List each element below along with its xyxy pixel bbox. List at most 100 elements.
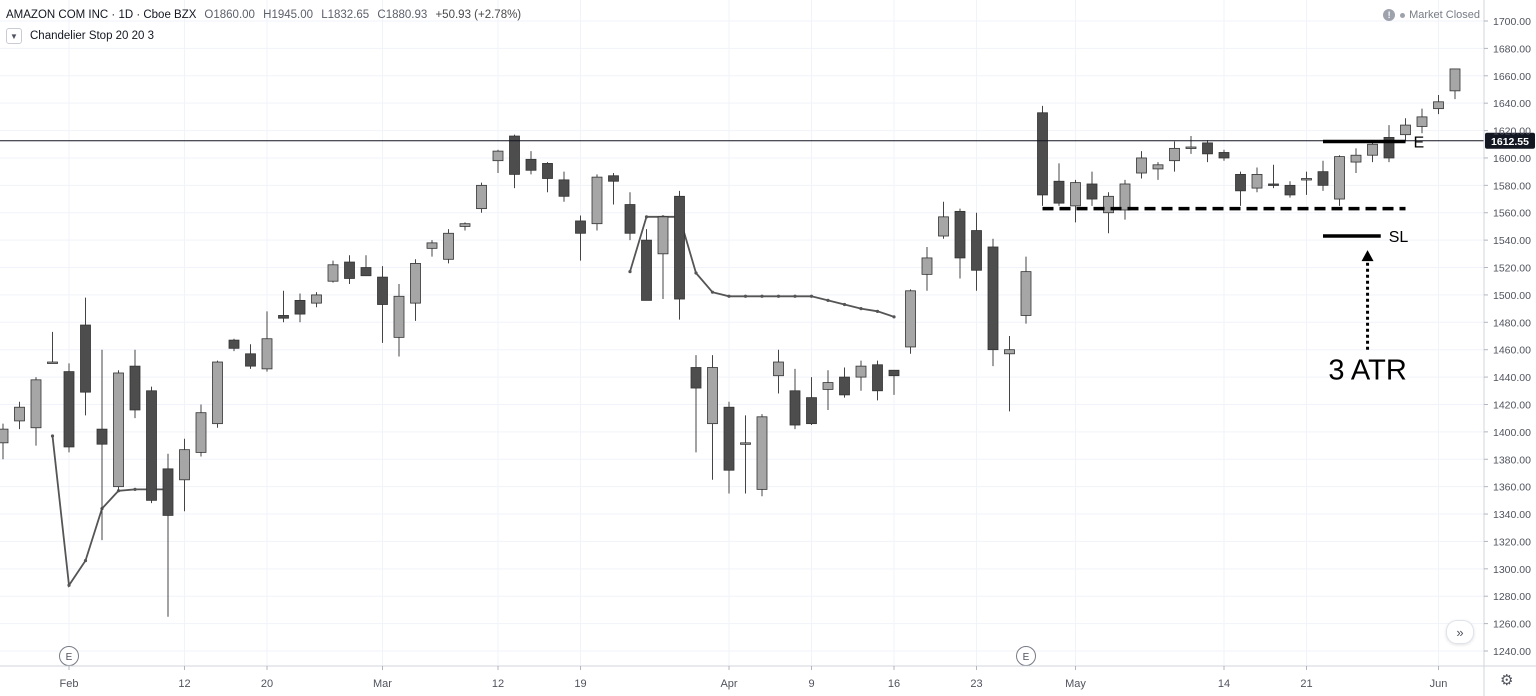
candle-body bbox=[1103, 195, 1114, 214]
stop-point bbox=[644, 215, 649, 219]
candle bbox=[624, 192, 636, 241]
y-tick-label: 1580.00 bbox=[1493, 180, 1531, 192]
candle-body bbox=[146, 390, 157, 501]
candle bbox=[476, 182, 487, 213]
stop-point bbox=[842, 302, 847, 307]
candle bbox=[608, 173, 619, 205]
candle-body bbox=[30, 379, 42, 429]
candle bbox=[146, 386, 157, 504]
y-tick-label: 1500.00 bbox=[1493, 290, 1531, 302]
candle-body bbox=[789, 390, 801, 426]
candle-body bbox=[129, 365, 141, 411]
candle bbox=[1350, 148, 1362, 174]
candle-body bbox=[558, 179, 570, 197]
x-tick-label: 12 bbox=[178, 678, 190, 690]
candle-body bbox=[426, 242, 438, 249]
candle bbox=[1317, 160, 1329, 191]
high-value: H1945.00 bbox=[263, 9, 314, 21]
candle bbox=[393, 283, 405, 357]
candle-body bbox=[278, 315, 289, 319]
candle-body bbox=[1004, 349, 1015, 355]
candle bbox=[1416, 108, 1428, 134]
candle-body bbox=[377, 276, 388, 305]
candle bbox=[1334, 155, 1345, 206]
candle-body bbox=[360, 267, 372, 277]
symbol-title[interactable]: AMAZON COM INC · 1D · Cboe BZX bbox=[6, 9, 197, 21]
candle bbox=[1383, 125, 1395, 163]
stop-point bbox=[760, 294, 764, 298]
stop-point bbox=[892, 315, 896, 319]
candle bbox=[294, 293, 306, 323]
close-value: C1880.93 bbox=[377, 9, 428, 21]
candle bbox=[971, 212, 982, 291]
earnings-marker[interactable]: E bbox=[1016, 646, 1036, 666]
ohlc-values: O1860.00 H1945.00 L1832.65 C1880.93 +50.… bbox=[204, 9, 526, 21]
gear-icon[interactable]: ⚙ bbox=[1500, 672, 1514, 689]
candle-body bbox=[327, 264, 339, 282]
candle-body bbox=[1317, 171, 1329, 186]
candle bbox=[410, 259, 421, 321]
candle bbox=[1251, 167, 1263, 193]
candle-body bbox=[954, 210, 966, 259]
candle bbox=[228, 338, 240, 352]
candle-body bbox=[63, 371, 75, 448]
candle bbox=[740, 415, 751, 494]
candle-body bbox=[1053, 180, 1065, 204]
candle bbox=[459, 222, 471, 231]
price-tag-box bbox=[1485, 132, 1535, 149]
candle-body bbox=[1284, 184, 1296, 196]
stop-point bbox=[133, 487, 137, 491]
candle-body bbox=[1383, 137, 1395, 159]
candle bbox=[921, 246, 933, 291]
candle bbox=[1037, 105, 1048, 206]
candle bbox=[756, 414, 768, 497]
candle bbox=[492, 149, 504, 174]
candle bbox=[690, 355, 702, 453]
y-tick-label: 1640.00 bbox=[1493, 98, 1531, 110]
candle bbox=[360, 255, 372, 277]
scroll-to-realtime-button[interactable]: » bbox=[1446, 620, 1474, 644]
y-tick-label: 1240.00 bbox=[1493, 646, 1531, 658]
y-tick-label: 1680.00 bbox=[1493, 43, 1531, 55]
y-tick-label: 1340.00 bbox=[1493, 509, 1531, 521]
time-axis[interactable]: Feb 12 20 Mar 12 19 Apr 9 16 23 May 14 21 Jun bbox=[0, 665, 1536, 690]
candle bbox=[806, 377, 817, 426]
candle bbox=[707, 355, 718, 480]
candle-body bbox=[756, 416, 768, 490]
candle-body bbox=[1235, 173, 1246, 192]
candle-body bbox=[938, 216, 949, 237]
stop-point bbox=[694, 271, 698, 275]
candle bbox=[1301, 171, 1312, 195]
candle-body bbox=[1416, 116, 1428, 127]
candle-body bbox=[839, 376, 850, 396]
candle-body bbox=[740, 442, 751, 445]
candle-body bbox=[47, 361, 58, 364]
x-tick-label: Apr bbox=[720, 678, 737, 690]
y-tick-label: 1400.00 bbox=[1493, 427, 1531, 439]
candle bbox=[657, 215, 669, 300]
candle bbox=[839, 367, 850, 398]
candle bbox=[162, 453, 174, 617]
price-axis[interactable]: 1240.00 1260.00 1280.00 1300.00 1320.00 1340.… bbox=[1483, 0, 1531, 696]
candle-body bbox=[1301, 178, 1312, 181]
stop-point bbox=[743, 294, 748, 298]
candle-body bbox=[591, 176, 603, 225]
info-icon[interactable]: ! bbox=[1383, 9, 1396, 21]
indicator-label[interactable]: Chandelier Stop 20 20 3 bbox=[30, 30, 155, 42]
candle bbox=[0, 423, 9, 460]
earnings-marker[interactable]: E bbox=[59, 646, 79, 666]
y-tick-label: 1280.00 bbox=[1493, 591, 1531, 603]
candle bbox=[261, 311, 273, 372]
candle-body bbox=[393, 295, 405, 338]
candle bbox=[1235, 171, 1246, 206]
low-value: L1832.65 bbox=[321, 9, 370, 21]
collapse-legend-button[interactable]: ▼ bbox=[6, 28, 22, 44]
candle-body bbox=[657, 216, 669, 255]
y-tick-label: 1540.00 bbox=[1493, 235, 1531, 247]
candle bbox=[888, 369, 900, 395]
x-tick-label: May bbox=[1065, 678, 1086, 690]
market-status: ! Market Closed bbox=[1383, 9, 1480, 21]
stop-point bbox=[83, 559, 88, 563]
candle bbox=[1053, 163, 1065, 206]
